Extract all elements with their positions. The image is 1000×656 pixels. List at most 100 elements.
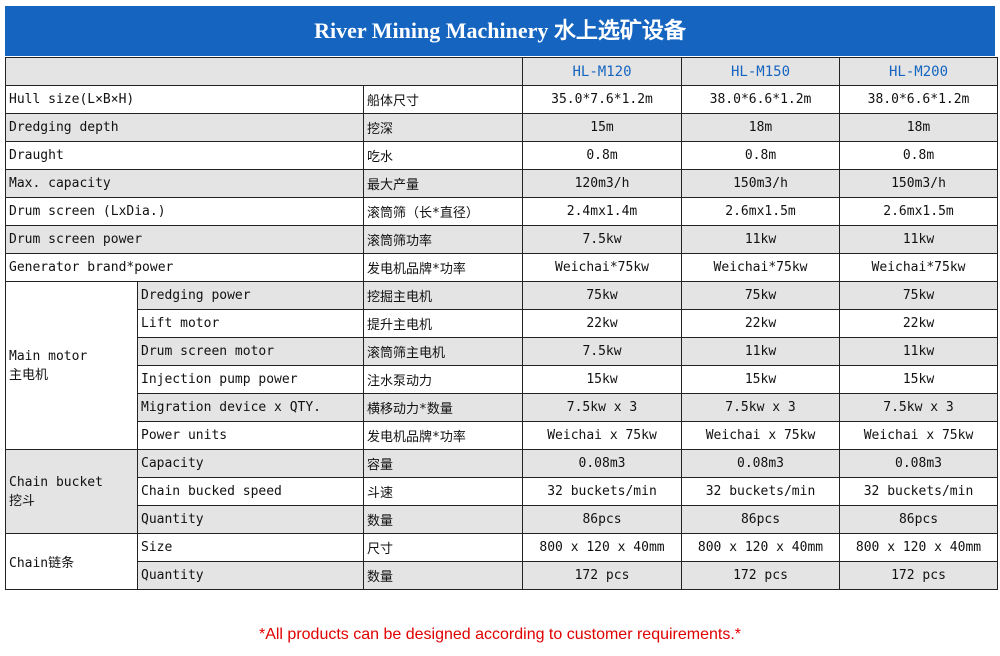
value-cell-text: 2.4mx1.4m xyxy=(566,204,638,219)
spec-row: Max. capacity 最大产量 120m3/h 150m3/h 150m3/h xyxy=(5,169,999,198)
spec-table: HL-M120 HL-M150 HL-M200 Hull size(L×B×H) 船体尺… xyxy=(4,57,999,590)
spec-row: Migration device x QTY. 横移动力*数量 7.5kw x 3 7… xyxy=(6,393,999,422)
label-en-text: Power units xyxy=(141,428,228,443)
value-cell-text: 15m xyxy=(590,120,614,135)
label-en: Lift motor xyxy=(137,309,364,338)
value-cell-text: Weichai x 75kw xyxy=(547,428,657,443)
value-cell: Weichai*75kw xyxy=(522,253,683,282)
value-cell-text: 86pcs xyxy=(898,512,939,527)
value-cell: 18m xyxy=(681,113,841,142)
label-en-text: Dredging power xyxy=(141,288,251,303)
value-cell: 11kw xyxy=(681,225,841,254)
group-label: Chain链条 xyxy=(5,533,138,590)
model-header-text: HL-M120 xyxy=(572,63,632,80)
value-cell: 32 buckets/min xyxy=(839,477,999,506)
label-zh: 提升主电机 xyxy=(362,309,524,338)
label-en: Max. capacity xyxy=(5,169,364,198)
label-en-text: Capacity xyxy=(141,456,204,471)
value-cell: 7.5kw xyxy=(522,225,683,254)
spec-row: Injection pump power 注水泵动力 15kw 15kw 15kw xyxy=(6,365,999,394)
value-cell-text: 150m3/h xyxy=(891,176,946,191)
value-cell: 86pcs xyxy=(839,505,999,534)
label-en-text: Injection pump power xyxy=(141,372,298,387)
value-cell-text: Weichai x 75kw xyxy=(863,428,974,443)
label-zh-text: 注水泵动力 xyxy=(367,374,433,389)
value-cell-text: 22kw xyxy=(744,316,777,331)
header-row: HL-M120 HL-M150 HL-M200 xyxy=(4,57,999,86)
value-cell-text: 172 pcs xyxy=(733,568,788,583)
label-zh: 滚筒筛主电机 xyxy=(362,337,524,366)
value-cell-text: 38.0*6.6*1.2m xyxy=(709,92,812,107)
label-en-text: Draught xyxy=(9,148,64,163)
label-zh-text: 尺寸 xyxy=(367,542,394,557)
label-zh-text: 滚筒筛主电机 xyxy=(367,346,446,361)
label-zh-text: 滚筒筛功率 xyxy=(367,234,433,249)
value-cell-text: Weichai*75kw xyxy=(871,260,966,275)
value-cell-text: Weichai*75kw xyxy=(555,260,649,275)
value-cell: 22kw xyxy=(522,309,683,338)
spec-row: Dredging depth 挖深 15m 18m 18m xyxy=(5,113,999,142)
label-zh: 挖深 xyxy=(362,113,524,142)
value-cell: 800 x 120 x 40mm xyxy=(839,533,999,562)
value-cell-text: 2.6mx1.5m xyxy=(883,204,954,219)
label-zh-text: 滚筒筛（长*直径） xyxy=(367,206,479,221)
label-en-text: Chain bucked speed xyxy=(141,484,282,499)
model-header: HL-M150 xyxy=(681,57,841,86)
value-cell-text: 800 x 120 x 40mm xyxy=(697,540,824,555)
spec-row: Power units 发电机品牌*功率 Weichai x 75kw Weichai… xyxy=(6,421,999,450)
value-cell: 11kw xyxy=(839,337,999,366)
label-en: Hull size(L×B×H) xyxy=(5,85,364,114)
value-cell: 172 pcs xyxy=(681,561,841,590)
value-cell: 0.8m xyxy=(681,141,841,170)
value-cell: 18m xyxy=(839,113,999,142)
spec-row: Drum screen (LxDia.) 滚筒筛（长*直径） 2.4mx1.4m 2.… xyxy=(5,197,999,226)
header-empty xyxy=(4,57,524,86)
value-cell-text: 11kw xyxy=(744,232,777,247)
value-cell: 86pcs xyxy=(522,505,683,534)
value-cell-text: 172 pcs xyxy=(891,568,946,583)
label-zh-text: 容量 xyxy=(367,458,394,473)
label-zh: 滚筒筛功率 xyxy=(362,225,524,254)
value-cell: 7.5kw x 3 xyxy=(681,393,841,422)
value-cell: 38.0*6.6*1.2m xyxy=(839,85,999,114)
value-cell-text: 32 buckets/min xyxy=(863,484,974,499)
label-zh-text: 最大产量 xyxy=(367,178,420,193)
spec-row: Main motor 主电机 Dredging power 挖掘主电机 75kw 75kw… xyxy=(5,281,999,450)
spec-row: Hull size(L×B×H) 船体尺寸 35.0*7.6*1.2m 38.0*6.… xyxy=(5,85,999,114)
label-en: Drum screen motor xyxy=(137,337,364,366)
value-cell-text: 18m xyxy=(906,120,931,135)
value-cell-text: Weichai*75kw xyxy=(713,260,808,275)
value-cell-text: 0.08m3 xyxy=(895,456,942,471)
value-cell: 800 x 120 x 40mm xyxy=(681,533,841,562)
value-cell-text: 2.6mx1.5m xyxy=(725,204,796,219)
title: River Mining Machinery 水上选矿设备 xyxy=(5,6,995,56)
value-cell-text: 35.0*7.6*1.2m xyxy=(551,92,653,107)
label-en-text: Migration device x QTY. xyxy=(141,400,322,415)
footnote: *All products can be designed according … xyxy=(258,626,742,643)
value-cell: 75kw xyxy=(839,281,999,310)
group-en: Chain xyxy=(9,556,49,571)
value-cell: Weichai*75kw xyxy=(839,253,999,282)
value-cell: 0.8m xyxy=(522,141,683,170)
value-cell-text: 7.5kw xyxy=(582,344,622,359)
value-cell-text: 32 buckets/min xyxy=(705,484,816,499)
group-label: Chain bucket 挖斗 xyxy=(5,449,138,534)
value-cell-text: 0.08m3 xyxy=(737,456,784,471)
label-zh-text: 挖深 xyxy=(367,122,394,137)
value-cell-text: 18m xyxy=(748,120,773,135)
value-cell: 150m3/h xyxy=(681,169,841,198)
value-cell-text: 0.8m xyxy=(586,148,618,163)
value-cell-text: 86pcs xyxy=(582,512,622,527)
value-cell-text: 11kw xyxy=(902,232,935,247)
value-cell-text: 0.8m xyxy=(902,148,935,163)
value-cell: 86pcs xyxy=(681,505,841,534)
value-cell-text: 0.08m3 xyxy=(578,456,626,471)
label-zh: 注水泵动力 xyxy=(362,365,524,394)
spec-row: Quantity 数量 172 pcs 172 pcs 172 pcs xyxy=(6,561,999,590)
label-en: Power units xyxy=(137,421,364,450)
spec-row: Lift motor 提升主电机 22kw 22kw 22kw xyxy=(6,309,999,338)
label-en: Quantity xyxy=(137,505,364,534)
value-cell: Weichai x 75kw xyxy=(681,421,841,450)
value-cell: 35.0*7.6*1.2m xyxy=(522,85,683,114)
